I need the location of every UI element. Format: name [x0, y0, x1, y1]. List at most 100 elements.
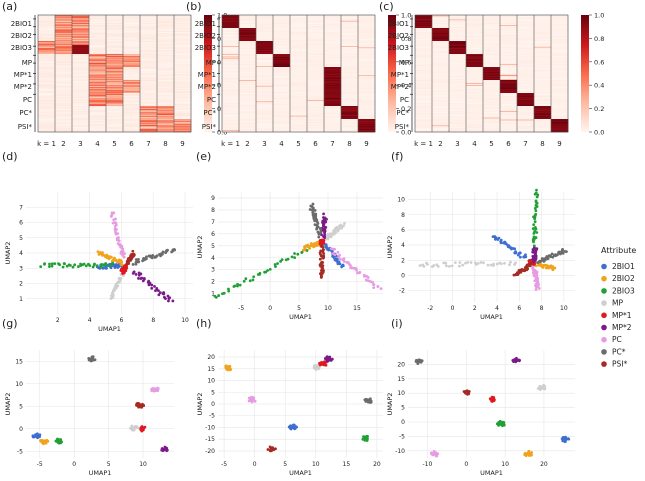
heat-cell — [432, 23, 450, 25]
heat-cell — [466, 31, 484, 33]
heat-cell — [106, 126, 124, 128]
panel-label: (b) — [186, 0, 202, 13]
heat-cell — [341, 21, 359, 23]
heat-cell — [273, 128, 291, 130]
heat-cell — [256, 50, 274, 52]
heat-cell — [415, 91, 433, 93]
heat-cell — [55, 38, 73, 40]
heat-cell — [517, 51, 535, 53]
heat-cell — [466, 89, 484, 91]
heat-cell — [517, 107, 535, 109]
heat-cell — [72, 96, 90, 98]
heat-cell — [174, 76, 192, 78]
heat-cell — [534, 103, 552, 105]
heat-cell — [483, 106, 501, 107]
heat-cell — [273, 31, 291, 33]
heat-cell — [72, 15, 90, 16]
heat-cell — [517, 65, 535, 66]
heat-cell — [38, 47, 56, 49]
heat-cell — [483, 84, 501, 86]
heat-cell — [534, 112, 552, 114]
heat-cell — [517, 112, 535, 114]
heat-cell — [432, 45, 450, 47]
heat-cell — [222, 101, 240, 103]
heat-cell — [273, 115, 291, 117]
heat-cell — [72, 92, 90, 94]
heat-cell — [534, 92, 552, 94]
heat-cell — [89, 86, 107, 88]
heat-cell — [500, 56, 518, 58]
heat-cell — [256, 57, 274, 59]
heat-cell — [72, 33, 90, 35]
heat-cell — [307, 39, 325, 40]
heat-cell — [449, 94, 467, 96]
heat-cell — [174, 72, 192, 74]
heat-cell — [222, 94, 240, 96]
heat-cell — [157, 120, 175, 122]
heat-cell — [55, 87, 73, 89]
heat-cell — [324, 60, 342, 62]
heat-cell — [140, 75, 158, 77]
heat-cell — [273, 92, 291, 94]
heat-cell — [123, 61, 141, 63]
heat-cell — [483, 74, 501, 76]
heat-cell — [534, 61, 552, 63]
heat-cell — [273, 15, 291, 17]
heat-cell — [140, 81, 158, 83]
heat-cell — [358, 57, 376, 59]
heat-cell — [500, 106, 518, 108]
heat-cell — [290, 77, 308, 79]
heat-cell — [55, 85, 73, 87]
heat-cell — [106, 20, 124, 22]
heat-cell — [273, 16, 291, 18]
heat-cell — [358, 32, 376, 34]
heat-cell — [55, 105, 73, 107]
heat-cell — [500, 46, 518, 48]
heat-cell — [72, 106, 90, 108]
heat-cell — [324, 44, 342, 46]
heat-cell — [449, 90, 467, 92]
heat-cell — [415, 29, 433, 31]
heat-cell — [341, 46, 359, 48]
heat-cell — [415, 69, 433, 71]
heat-cell — [534, 46, 552, 48]
heat-cell — [341, 31, 359, 33]
heat-cell — [174, 23, 192, 25]
heat-cell — [38, 25, 56, 27]
heat-cell — [483, 36, 501, 38]
heat-cell — [106, 17, 124, 19]
heat-cell — [517, 52, 535, 54]
heat-cell — [500, 48, 518, 50]
heat-cell — [341, 104, 359, 106]
heat-cell — [500, 79, 518, 81]
heat-cell — [174, 66, 192, 68]
heat-cell — [341, 123, 359, 125]
heat-cell — [273, 101, 291, 103]
heat-cell — [239, 41, 257, 43]
heat-cell — [157, 61, 175, 63]
heat-cell — [466, 16, 484, 18]
heatmap-frame — [37, 14, 192, 133]
heat-cell — [222, 59, 240, 61]
heat-cell — [55, 35, 73, 37]
heat-cell — [273, 44, 291, 46]
heat-cell — [415, 17, 433, 19]
heat-cell — [551, 64, 569, 66]
heat-cell — [449, 82, 467, 84]
heat-cell — [106, 96, 124, 98]
heat-cell — [174, 80, 192, 81]
heat-cell — [256, 26, 274, 27]
heat-cell — [256, 115, 274, 117]
heat-cell — [157, 77, 175, 79]
heat-cell — [517, 69, 535, 71]
heat-cell — [38, 17, 56, 19]
heat-cell — [256, 90, 274, 92]
heat-cell — [72, 74, 90, 76]
heat-cell — [449, 28, 467, 29]
heat-cell — [256, 85, 274, 87]
heat-cell — [123, 40, 141, 42]
heat-cell — [106, 72, 124, 74]
heat-cell — [123, 103, 141, 105]
heat-cell — [307, 120, 325, 122]
